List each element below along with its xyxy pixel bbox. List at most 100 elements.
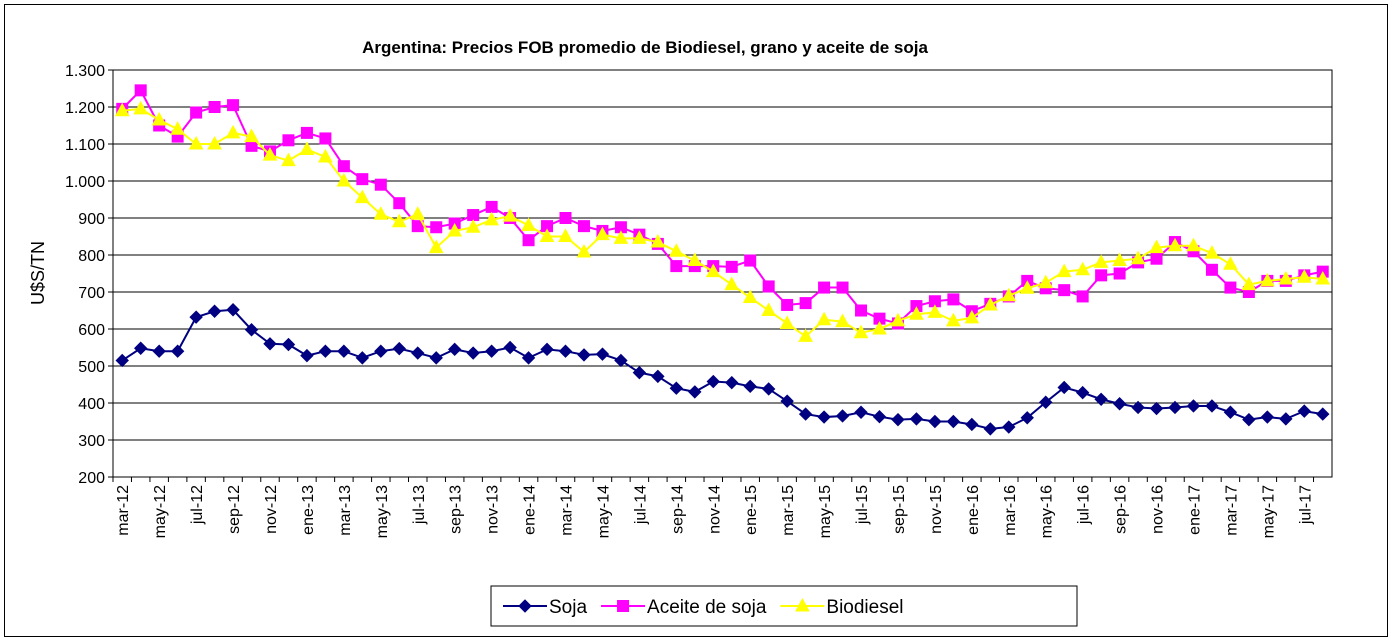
x-tick-label: may-12 (152, 485, 169, 538)
x-tick-label: may-14 (595, 485, 612, 538)
legend-label: Biodiesel (826, 597, 903, 618)
data-point (928, 414, 942, 429)
x-tick-label: ene-14 (522, 485, 539, 535)
data-point (595, 226, 610, 241)
data-point (983, 422, 998, 436)
data-point (669, 381, 684, 395)
data-point (539, 228, 555, 242)
y-tick-label: 1.100 (65, 137, 105, 154)
data-point (743, 379, 757, 394)
data-point (430, 221, 443, 234)
x-tick-label: mar-12 (115, 485, 132, 536)
data-point (226, 303, 240, 317)
data-point (355, 189, 370, 204)
data-point (151, 111, 167, 126)
data-point (1223, 405, 1238, 419)
data-point (227, 99, 240, 112)
data-point (1094, 392, 1108, 407)
data-point (411, 346, 425, 360)
data-point (1296, 269, 1312, 283)
data-point (429, 351, 443, 365)
data-point (577, 220, 590, 233)
data-point (170, 121, 185, 135)
data-point (1130, 250, 1146, 265)
y-tick-label: 400 (78, 396, 105, 413)
x-tick-label: ene-16 (965, 485, 982, 535)
data-point (576, 243, 592, 258)
data-point (244, 323, 259, 337)
data-point (632, 365, 647, 380)
x-tick-label: sep-15 (891, 485, 908, 534)
data-point (373, 206, 389, 220)
data-point (558, 228, 573, 242)
data-point (688, 385, 702, 399)
y-tick-label: 200 (78, 470, 105, 487)
data-point (1297, 404, 1312, 418)
data-point (134, 84, 147, 97)
data-point (189, 310, 203, 324)
data-point (744, 254, 757, 267)
data-point (540, 342, 554, 357)
x-tick-label: jul-12 (189, 485, 206, 525)
data-point (890, 312, 906, 327)
data-point (964, 309, 980, 324)
data-point (1001, 287, 1017, 302)
legend-label: Aceite de soja (647, 597, 767, 618)
data-point (668, 243, 684, 257)
x-tick-label: nov-15 (928, 485, 945, 534)
data-point (1002, 420, 1016, 434)
data-point (337, 160, 350, 173)
data-point (133, 100, 149, 115)
data-point (152, 344, 166, 358)
data-point (374, 344, 388, 358)
data-point (946, 414, 961, 429)
data-point (1095, 269, 1108, 282)
data-point (318, 148, 333, 163)
data-point (484, 211, 499, 226)
data-point (391, 213, 407, 228)
x-tick-label: jul-17 (1297, 485, 1314, 525)
data-point (503, 340, 517, 355)
data-point (521, 217, 536, 231)
y-tick-label: 1.200 (65, 100, 105, 117)
data-point (208, 101, 221, 113)
x-tick-label: mar-13 (337, 485, 354, 536)
data-point (355, 351, 370, 365)
data-point (762, 280, 775, 293)
y-tick-label: 700 (78, 285, 105, 302)
data-point (855, 304, 868, 317)
x-tick-label: mar-16 (1002, 485, 1019, 536)
x-tick-label: ene-13 (300, 485, 317, 535)
data-point (1150, 252, 1163, 265)
data-point (374, 178, 387, 191)
data-point (1168, 400, 1182, 415)
data-point (670, 260, 683, 273)
data-point (1131, 400, 1145, 415)
data-point (946, 312, 961, 327)
data-point (1205, 263, 1218, 276)
x-tick-label: ene-15 (743, 485, 760, 535)
data-point (207, 304, 222, 318)
data-point (1167, 237, 1183, 252)
legend-marker (617, 600, 630, 612)
data-point (613, 230, 629, 244)
x-tick-label: may-13 (374, 485, 391, 538)
data-point (798, 328, 813, 342)
data-point (1019, 280, 1035, 294)
x-tick-label: jul-16 (1076, 485, 1093, 525)
x-tick-label: mar-17 (1223, 485, 1240, 536)
data-point (559, 212, 572, 224)
data-point (965, 417, 979, 432)
data-point (1186, 237, 1201, 252)
data-point (502, 208, 518, 222)
data-point (337, 344, 351, 358)
x-tick-label: mar-15 (780, 485, 797, 536)
legend-label: Soja (549, 597, 587, 618)
data-point (1039, 395, 1053, 409)
y-tick-label: 800 (78, 248, 105, 265)
data-point (761, 302, 777, 316)
x-tick-label: may-15 (817, 485, 834, 538)
chart-border (4, 4, 1388, 637)
data-point (687, 252, 703, 267)
